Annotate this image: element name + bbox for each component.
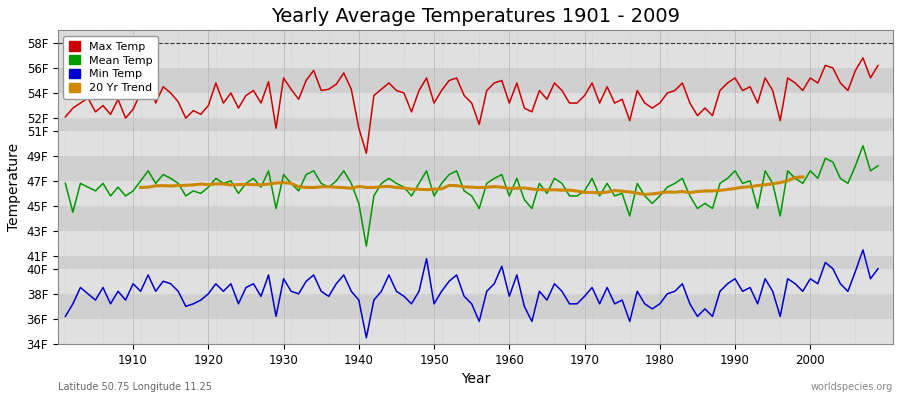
Bar (58, 269, 893, 294)
Bar (58, 181, 893, 206)
Legend: Max Temp, Mean Temp, Min Temp, 20 Yr Trend: Max Temp, Mean Temp, Min Temp, 20 Yr Tre… (63, 36, 158, 99)
Y-axis label: Temperature: Temperature (7, 143, 21, 231)
X-axis label: Year: Year (461, 372, 491, 386)
Bar (58, 256, 893, 269)
Bar (58, 206, 893, 231)
Bar (58, 156, 893, 181)
Bar (58, 93, 893, 118)
Bar (58, 294, 893, 319)
Bar (58, 131, 893, 156)
Text: Latitude 50.75 Longitude 11.25: Latitude 50.75 Longitude 11.25 (58, 382, 211, 392)
Title: Yearly Average Temperatures 1901 - 2009: Yearly Average Temperatures 1901 - 2009 (271, 7, 680, 26)
Bar (58, 231, 893, 256)
Bar (58, 68, 893, 93)
Text: worldspecies.org: worldspecies.org (811, 382, 893, 392)
Bar (58, 319, 893, 344)
Bar (58, 43, 893, 68)
Bar (58, 118, 893, 131)
